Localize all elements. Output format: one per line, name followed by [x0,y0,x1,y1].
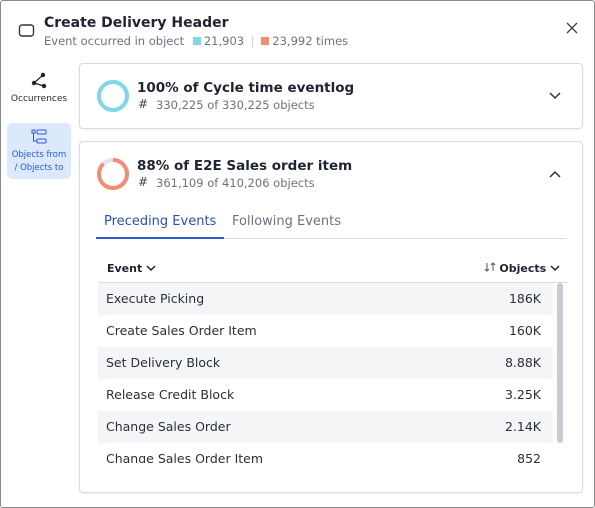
ring [97,158,129,190]
occurrences-icon [31,72,47,89]
tab-bar: Preceding Events Following Events [96,208,566,239]
event-name: Change Sales Order [106,419,231,434]
event-name: Create Sales Order Item [106,323,257,338]
table-row[interactable]: Change Sales Order 2.14K [98,411,553,443]
card-subtitle: 361,109 of 410,206 objects [156,176,315,190]
card-title: 88% of E2E Sales order item [137,158,353,174]
card: 100% of Cycle time eventlog 330,225 of 33… [79,63,583,129]
header-icon [18,24,35,37]
table-body: Execute Picking 186K Create Sales Order It… [98,283,568,463]
column-header[interactable]: Event [107,262,156,275]
column-label: Event [107,262,143,275]
table-row[interactable]: Create Sales Order Item 160K [98,315,553,347]
ring-value [97,158,129,190]
card: Preceding Events Following Events Event O… [79,141,583,493]
column-label: Objects [499,262,547,275]
scrollbar[interactable] [557,283,563,443]
event-name: Execute Picking [106,291,205,306]
chevron [549,170,561,178]
ring-value [97,80,129,112]
tab[interactable]: Preceding Events [96,214,225,239]
expand-toggle[interactable] [549,170,561,178]
object-count: 8.88K [504,355,541,370]
object-count: 186K [508,291,541,306]
header-title: Create Delivery Header [44,15,229,31]
tab[interactable]: Following Events [232,214,342,229]
chevron [549,92,561,100]
column-header[interactable]: Objects [484,262,560,275]
close-button[interactable] [564,20,580,36]
sidebar-objects[interactable]: Objects from / Objects to [7,123,71,179]
expand-toggle[interactable] [549,92,561,100]
hash-icon: # [138,175,149,189]
table-row[interactable]: Release Credit Block 3.25K [98,379,553,411]
event-name: Set Delivery Block [106,355,221,370]
card-title: 100% of Cycle time eventlog [137,80,355,96]
sidebar-label: Objects from / Objects to [11,150,67,173]
table-row[interactable]: Execute Picking 186K [98,283,553,315]
table-row[interactable]: Set Delivery Block 8.88K [98,347,553,379]
object-count: 160K [508,323,541,338]
objects-icon [31,129,47,144]
object-count: 2.14K [504,419,541,434]
sidebar-label: Occurrences [10,94,68,104]
hash-icon: # [138,97,149,111]
subtitle-text: Event occurred in object [44,34,185,48]
card-subtitle: 330,225 of 330,225 objects [156,98,315,112]
object-count: 852 [517,451,541,463]
sidebar-occurrences[interactable]: Occurrences [1,71,77,104]
object-count: 3.25K [504,387,541,402]
header-subtitle: Event occurred in object 21,903 | 23,992… [44,34,349,48]
ring [97,80,129,112]
times-count: 23,992 times [272,34,349,48]
table-row[interactable]: Change Sales Order Item 852 [98,443,553,463]
event-name: Release Credit Block [106,387,235,402]
objects-count: 21,903 [203,34,245,48]
table-header: Event Objects [98,254,568,283]
event-name: Change Sales Order Item [106,451,264,463]
